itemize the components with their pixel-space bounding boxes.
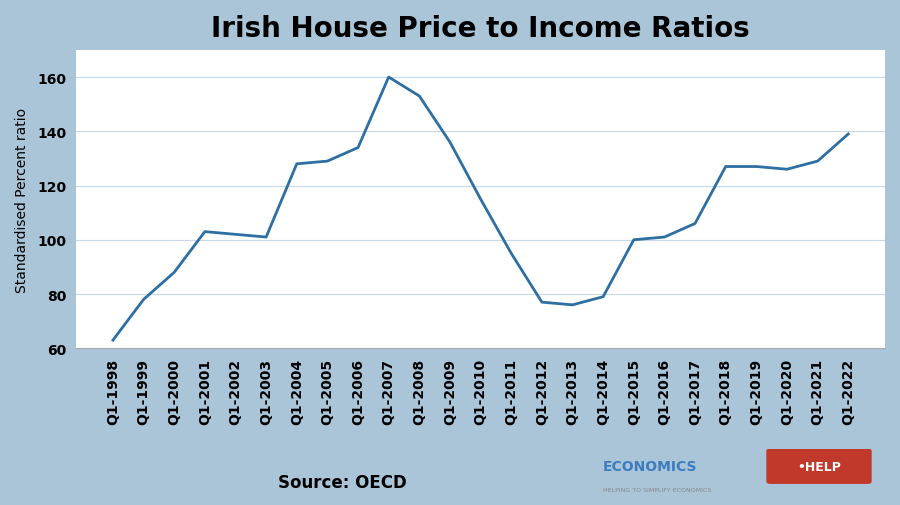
Text: •HELP: •HELP (797, 460, 841, 473)
Text: ECONOMICS: ECONOMICS (603, 459, 698, 473)
FancyBboxPatch shape (767, 448, 871, 484)
Text: HELPING TO SIMPLIFY ECONOMICS: HELPING TO SIMPLIFY ECONOMICS (603, 487, 711, 492)
Title: Irish House Price to Income Ratios: Irish House Price to Income Ratios (212, 15, 750, 43)
Y-axis label: Standardised Percent ratio: Standardised Percent ratio (15, 107, 29, 292)
Text: Source: OECD: Source: OECD (277, 473, 407, 491)
